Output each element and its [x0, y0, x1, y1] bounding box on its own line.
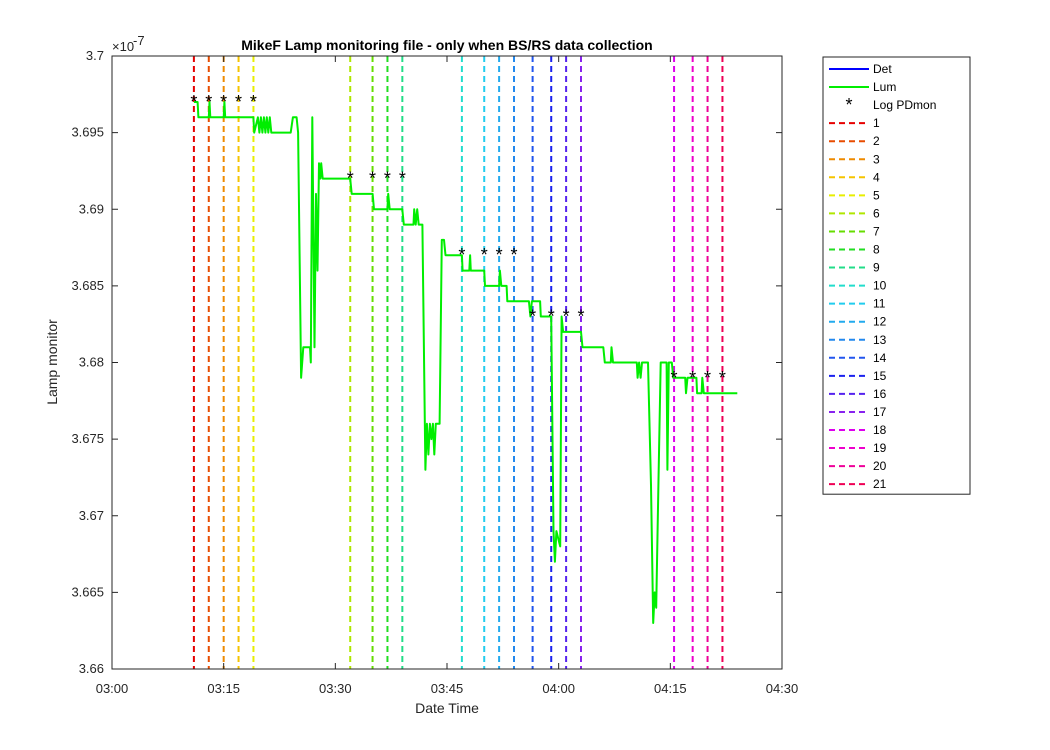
log-pdmon-point: * — [458, 245, 465, 265]
legend-swatch-log-pdmon: * — [845, 95, 852, 115]
log-pdmon-point: * — [205, 92, 212, 112]
y-tick-label: 3.685 — [71, 278, 104, 293]
x-tick-label: 03:00 — [96, 681, 129, 696]
y-tick-label: 3.66 — [79, 661, 104, 676]
log-pdmon-point: * — [235, 92, 242, 112]
log-pdmon-point: * — [529, 307, 536, 327]
log-pdmon-point: * — [190, 92, 197, 112]
log-pdmon-point: * — [384, 169, 391, 189]
y-tick-label: 3.665 — [71, 584, 104, 599]
legend-label: 7 — [873, 224, 880, 238]
plot-area: * * * * * * * * * * * * * * * * * * * * * 3.66 3.665 3.67 3.675 3… — [71, 48, 798, 696]
log-pdmon-point: * — [689, 368, 696, 388]
y-tick-label: 3.68 — [79, 355, 104, 370]
log-pdmon-point: * — [347, 169, 354, 189]
log-pdmon-point: * — [496, 245, 503, 265]
legend-label: Det — [873, 62, 892, 76]
chart-title: MikeF Lamp monitoring file - only when B… — [241, 37, 652, 53]
y-exponent-base: ×10 — [112, 39, 134, 54]
legend-label: 12 — [873, 315, 887, 329]
legend-label: 8 — [873, 243, 880, 257]
log-pdmon-point: * — [577, 307, 584, 327]
legend-label: Log PDmon — [873, 98, 936, 112]
log-pdmon-point: * — [250, 92, 257, 112]
legend-label: Lum — [873, 80, 896, 94]
log-pdmon-point: * — [563, 307, 570, 327]
y-tick-label: 3.67 — [79, 508, 104, 523]
legend-label: 13 — [873, 333, 887, 347]
x-tick-label: 04:15 — [654, 681, 687, 696]
legend-label: 5 — [873, 188, 880, 202]
log-pdmon-point: * — [719, 368, 726, 388]
log-pdmon-point: * — [704, 368, 711, 388]
legend-label: 15 — [873, 369, 887, 383]
legend-label: 11 — [873, 297, 886, 311]
y-tick-label: 3.675 — [71, 431, 104, 446]
y-exponent-power: -7 — [133, 33, 145, 48]
x-tick-label: 03:15 — [207, 681, 240, 696]
y-tick-label: 3.695 — [71, 125, 104, 140]
legend-label: 9 — [873, 261, 880, 275]
legend-box — [822, 56, 971, 495]
y-tick-label: 3.69 — [79, 201, 104, 216]
x-tick-label: 03:30 — [319, 681, 352, 696]
legend-label: 21 — [873, 477, 887, 491]
legend-label: 3 — [873, 152, 880, 166]
y-tick-label: 3.7 — [86, 48, 104, 63]
log-pdmon-point: * — [671, 368, 678, 388]
legend-label: 18 — [873, 423, 887, 437]
y-axis-label: Lamp monitor — [44, 319, 60, 405]
legend-label: 4 — [873, 170, 880, 184]
x-tick-label: 04:00 — [542, 681, 575, 696]
log-pdmon-point: * — [399, 169, 406, 189]
y-exponent: ×10 -7 — [112, 33, 145, 54]
axes-background — [112, 56, 782, 669]
legend-label: 16 — [873, 387, 887, 401]
log-pdmon-point: * — [220, 92, 227, 112]
legend-label: 6 — [873, 206, 880, 220]
legend-label: 1 — [873, 116, 880, 130]
legend-label: 2 — [873, 134, 880, 148]
legend-label: 20 — [873, 459, 887, 473]
legend-label: 19 — [873, 441, 887, 455]
legend-label: 10 — [873, 279, 887, 293]
x-tick-label: 03:45 — [431, 681, 464, 696]
x-axis-label: Date Time — [415, 700, 479, 716]
log-pdmon-point: * — [510, 245, 517, 265]
x-tick-label: 04:30 — [766, 681, 799, 696]
log-pdmon-point: * — [369, 169, 376, 189]
series-lum-line — [193, 101, 738, 624]
log-pdmon-point: * — [481, 245, 488, 265]
legend-label: 17 — [873, 405, 887, 419]
log-pdmon-point: * — [548, 307, 555, 327]
legend-label: 14 — [873, 351, 887, 365]
